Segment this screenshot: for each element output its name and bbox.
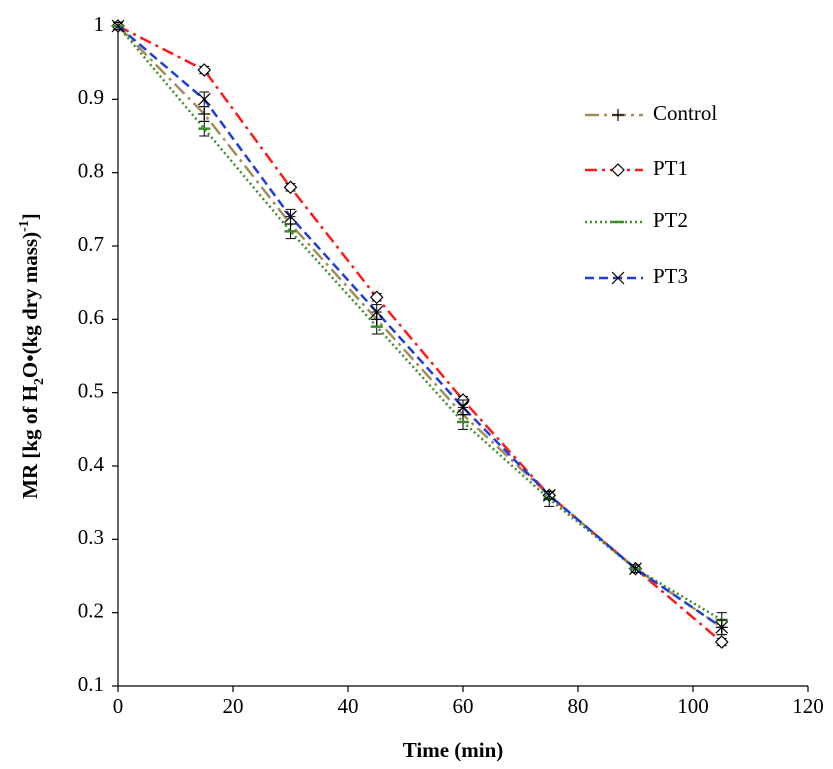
marker [714,635,729,649]
legend-marker [611,271,625,285]
x-tick-label: 20 [223,694,244,718]
y-tick-label: 0.4 [78,452,105,476]
legend-label: PT2 [653,208,688,232]
y-tick-label: 0.1 [78,672,104,696]
x-tick-label: 120 [792,694,824,718]
marker [542,488,556,502]
y-tick-label: 0.5 [78,378,104,402]
superscript: -1 [17,220,32,232]
subscript: 2 [32,378,47,385]
legend-label: PT1 [653,156,688,180]
x-tick-label: 100 [677,694,709,718]
marker [715,620,729,634]
y-tick-label: 1 [94,12,105,36]
legend-marker [612,109,624,121]
y-tick-label: 0.2 [78,598,104,622]
marker [629,562,642,576]
legend-marker [611,163,625,177]
y-tick-label: 0.7 [78,232,104,256]
series-line [117,25,723,622]
label-part: O•(kg dry mass) [18,232,42,378]
label-part: ] [18,213,42,220]
y-tick-label: 0.9 [78,85,104,109]
x-axis-label: Time (min) [403,738,504,762]
legend-label: PT3 [653,264,688,288]
y-tick-label: 0.6 [78,305,104,329]
x-tick-label: 80 [568,694,589,718]
marker [283,180,298,195]
legend-label: Control [653,101,717,125]
series-line [117,25,723,629]
y-tick-label: 0.8 [78,158,104,182]
marker [198,108,211,120]
y-axis-label: MR [kg of H2O•(kg dry mass)-1] [17,213,47,499]
label-part: MR [kg of H [18,385,42,499]
marker [111,19,125,33]
marker [370,305,384,319]
x-tick-label: 60 [453,694,474,718]
marker [369,290,384,305]
marker [197,63,212,77]
y-tick-label: 0.3 [78,525,104,549]
marker [284,210,297,224]
x-tick-label: 40 [338,694,359,718]
marker [456,400,470,414]
x-tick-label: 0 [113,694,124,718]
marker [197,92,211,106]
